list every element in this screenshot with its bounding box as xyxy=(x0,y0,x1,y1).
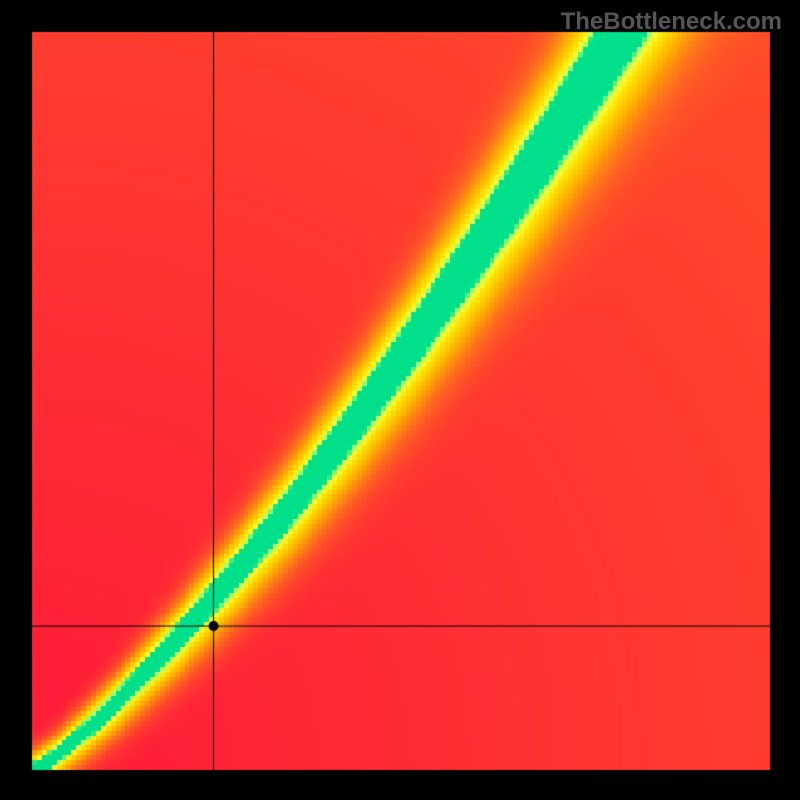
chart-container: TheBottleneck.com xyxy=(0,0,800,800)
heatmap-canvas xyxy=(0,0,800,800)
watermark-text: TheBottleneck.com xyxy=(561,8,782,36)
